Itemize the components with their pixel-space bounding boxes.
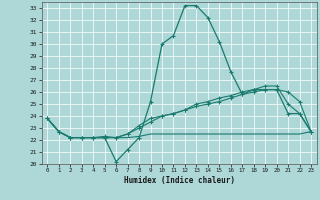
X-axis label: Humidex (Indice chaleur): Humidex (Indice chaleur)	[124, 176, 235, 185]
